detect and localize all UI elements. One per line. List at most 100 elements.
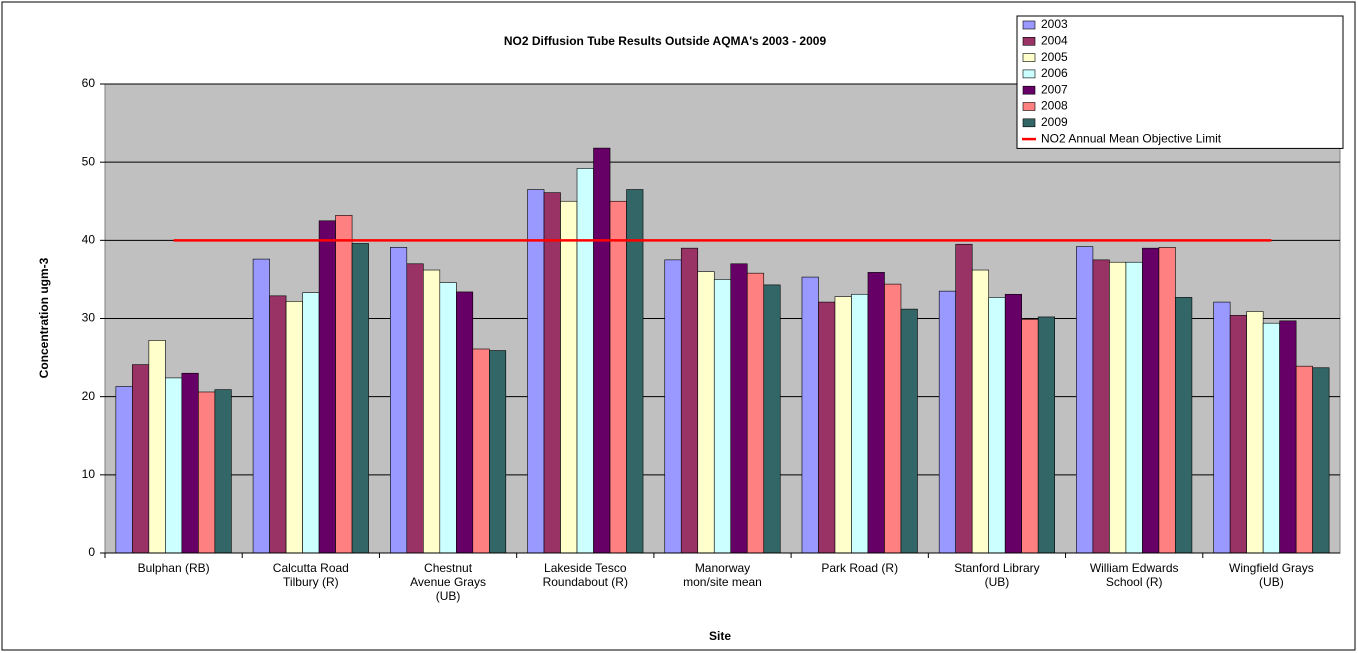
bar [1158, 247, 1176, 554]
x-tick-label: Lakeside Tesco Roundabout (R) [542, 561, 628, 589]
y-tick-label: 0 [88, 545, 95, 559]
bar [390, 247, 408, 554]
legend-label: 2007 [1041, 82, 1068, 96]
bar [1125, 261, 1143, 554]
bar [115, 386, 133, 554]
x-axis-label: Site [709, 629, 731, 643]
bar [318, 220, 336, 554]
legend-label: NO2 Annual Mean Objective Limit [1041, 131, 1222, 145]
bar [181, 372, 199, 554]
y-tick-label: 50 [82, 154, 96, 168]
bar [713, 279, 732, 554]
bar [680, 247, 699, 554]
bar [285, 301, 303, 554]
y-tick-label: 40 [82, 233, 96, 247]
y-tick-label: 60 [82, 76, 96, 90]
y-tick-label: 10 [82, 467, 96, 481]
bar [1037, 316, 1055, 554]
legend-label: 2008 [1041, 99, 1068, 113]
bar [593, 147, 611, 554]
bar [1142, 247, 1160, 554]
bar [818, 301, 836, 554]
x-tick-label: Park Road (R) [821, 561, 899, 575]
bar [626, 189, 644, 554]
legend-swatch [1022, 102, 1036, 111]
bar [609, 200, 627, 554]
x-tick-label: Manorway mon/site mean [683, 561, 762, 589]
bar [269, 295, 287, 554]
bar [527, 189, 545, 554]
x-tick-label: Stanford Library (UB) [954, 561, 1040, 589]
legend-label: 2005 [1041, 50, 1068, 64]
legend-swatch [1022, 69, 1036, 79]
bar [867, 272, 885, 554]
bar [1213, 301, 1231, 554]
legend-label: 2006 [1041, 66, 1068, 80]
bar [214, 389, 232, 554]
legend-swatch [1022, 53, 1036, 62]
y-axis-label: Concentration ugm-3 [37, 257, 51, 378]
bar [697, 271, 715, 554]
bar [302, 292, 320, 554]
bar [1021, 318, 1039, 554]
bar [489, 350, 507, 554]
x-tick-label: Chestnut Avenue Grays (UB) [410, 561, 486, 603]
bar [576, 168, 594, 554]
legend-swatch [1022, 85, 1036, 95]
y-tick-label: 20 [82, 389, 96, 403]
bar [988, 297, 1006, 554]
bar [132, 364, 150, 554]
x-tick-label: Bulphan (RB) [137, 561, 210, 575]
bar [1076, 246, 1094, 554]
legend-swatch [1022, 20, 1036, 30]
bar [900, 308, 918, 554]
bar [439, 282, 457, 554]
bar [1246, 311, 1264, 554]
bar [834, 296, 852, 554]
bar [252, 258, 270, 554]
legend-swatch [1022, 118, 1036, 128]
bar [938, 290, 956, 554]
bar [1092, 259, 1110, 554]
bar [456, 291, 474, 554]
x-tick-label: William Edwards School (R) [1089, 561, 1179, 589]
bar [664, 259, 682, 554]
legend-box [1016, 15, 1344, 149]
legend-label: 2009 [1041, 115, 1068, 129]
x-tick-label: Calcutta Road Tilbury (R) [272, 561, 349, 589]
bar [560, 200, 578, 554]
bar [763, 284, 781, 554]
chart-title: NO2 Diffusion Tube Results Outside AQMA'… [504, 34, 827, 48]
bar [1109, 261, 1127, 554]
y-tick-label: 30 [82, 311, 96, 325]
bar [955, 243, 973, 554]
bar [148, 340, 166, 554]
bar [851, 293, 869, 554]
bar [1279, 320, 1297, 554]
x-tick-label: Wingfield Grays (UB) [1229, 561, 1314, 589]
bar [406, 263, 424, 554]
bar [351, 243, 369, 554]
bar [746, 272, 765, 554]
legend-label: 2003 [1041, 17, 1068, 31]
bar [165, 377, 183, 554]
bar [1004, 293, 1022, 554]
bar [801, 276, 819, 554]
bar [472, 348, 490, 554]
bar [730, 263, 748, 554]
bar [198, 391, 216, 554]
legend-swatch [1022, 36, 1036, 46]
bar [1262, 322, 1280, 554]
bar [1229, 315, 1247, 554]
bar [971, 269, 989, 554]
bar [1312, 367, 1330, 554]
bar [1295, 365, 1313, 554]
bar [423, 269, 441, 554]
bar [1175, 297, 1193, 554]
legend-label: 2004 [1041, 33, 1068, 47]
bar [335, 215, 353, 554]
bar [543, 192, 561, 554]
bar [884, 283, 902, 554]
